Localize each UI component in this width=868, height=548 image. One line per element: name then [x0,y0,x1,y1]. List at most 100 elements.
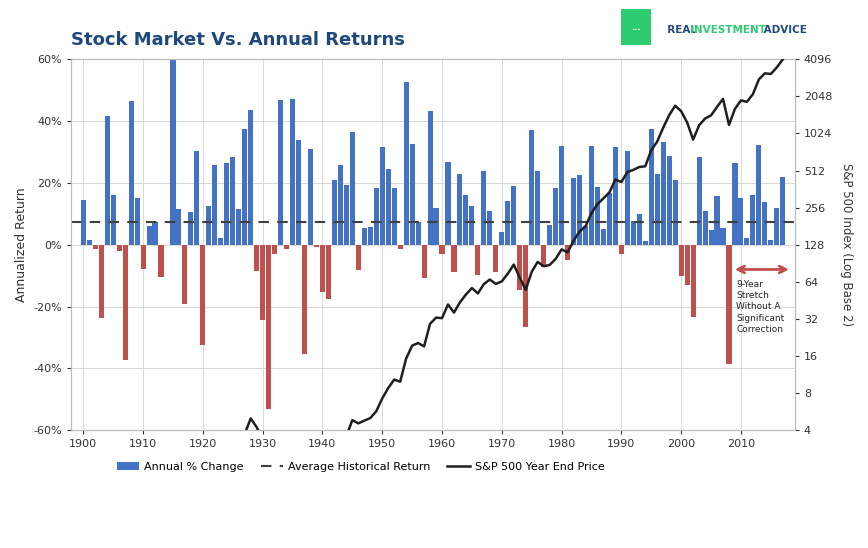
Bar [696,157,701,245]
Bar [482,171,486,245]
Bar [583,226,588,245]
Bar [739,198,744,245]
Bar [451,245,457,272]
Bar [272,245,277,254]
Bar [517,245,523,290]
Bar [224,163,229,245]
Bar [93,245,98,249]
Bar [529,130,534,245]
Bar [122,245,128,359]
Bar [194,151,200,245]
Bar [511,186,516,245]
Bar [320,245,325,292]
Bar [141,245,146,270]
Bar [135,198,140,245]
Bar [470,207,475,245]
Bar [565,245,570,260]
Bar [571,178,576,245]
Bar [625,151,630,245]
Bar [213,165,217,245]
Bar [433,208,438,245]
Bar [714,196,720,245]
Bar [422,245,426,278]
Bar [505,201,510,245]
Bar [362,229,367,245]
Bar [768,241,773,245]
Bar [720,228,726,245]
Bar [116,245,122,250]
Bar [487,211,492,245]
Bar [350,132,355,245]
Bar [308,149,313,245]
Bar [733,163,738,245]
Bar [326,245,331,299]
Bar [601,229,606,245]
Bar [230,157,235,245]
Bar [416,222,421,245]
Bar [128,101,134,245]
Bar [242,129,247,245]
Text: ...: ... [631,22,641,32]
Bar [99,245,104,318]
Bar [595,187,600,245]
Bar [613,147,618,245]
Bar [679,245,684,276]
Bar [356,245,361,270]
Bar [218,238,223,245]
Bar [727,245,732,364]
Bar [685,245,690,285]
Bar [260,245,266,320]
Text: 9-Year
Stretch
Without A
Significant
Correction: 9-Year Stretch Without A Significant Cor… [736,280,785,334]
Bar [278,100,283,245]
Bar [589,146,594,245]
Bar [637,214,641,245]
FancyBboxPatch shape [621,8,651,47]
Bar [176,209,181,245]
Bar [445,162,450,245]
Bar [577,175,582,245]
Bar [642,241,648,245]
Bar [332,180,337,245]
Bar [667,156,672,245]
Bar [780,177,786,245]
Text: INVESTMENT: INVESTMENT [690,25,766,35]
Text: Stock Market Vs. Annual Returns: Stock Market Vs. Annual Returns [71,31,405,49]
Bar [87,241,92,245]
Bar [207,207,212,245]
Bar [559,146,564,245]
Bar [110,195,115,245]
Bar [774,208,779,245]
Bar [536,171,540,245]
Bar [691,245,695,317]
Bar [254,245,260,271]
Bar [553,188,558,245]
Bar [314,245,319,247]
Bar [428,111,432,245]
Bar [290,99,295,245]
Legend: Annual % Change, Average Historical Return, S&P 500 Year End Price: Annual % Change, Average Historical Retu… [112,458,609,477]
Bar [410,144,415,245]
Text: REAL: REAL [660,25,700,35]
Bar [385,169,391,245]
Bar [368,227,373,245]
Bar [607,193,612,245]
Bar [170,0,175,245]
Bar [284,245,289,249]
Bar [499,232,504,245]
Bar [439,245,444,254]
Bar [762,202,767,245]
Bar [708,230,713,245]
Bar [159,245,163,277]
Bar [457,174,463,245]
Bar [619,245,624,254]
Bar [344,185,349,245]
Bar [404,82,409,245]
Bar [374,188,378,245]
Bar [673,180,678,245]
Y-axis label: Annualized Return: Annualized Return [15,187,28,302]
Bar [147,226,152,245]
Text: ADVICE: ADVICE [760,25,806,35]
Bar [523,245,529,327]
Bar [302,245,307,353]
Bar [105,117,109,245]
